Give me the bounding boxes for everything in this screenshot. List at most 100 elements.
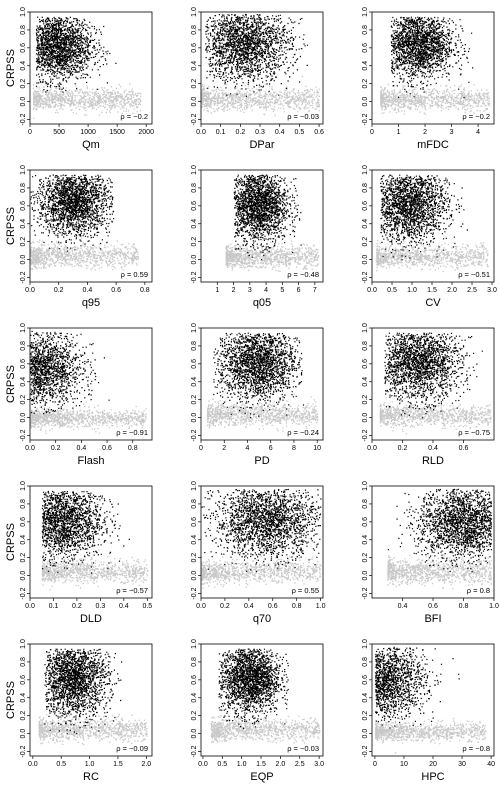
y-tick-label: -0.2 (20, 745, 27, 757)
x-tick-label: 0.4 (275, 129, 285, 136)
rho-annotation: ρ = 0.59 (121, 270, 148, 279)
rho-annotation: ρ = −0.2 (120, 112, 148, 121)
y-tick-label: 0.8 (20, 183, 27, 193)
gray-points (206, 393, 319, 432)
gray-points (374, 717, 487, 754)
y-tick-label: 0.0 (191, 255, 198, 265)
gray-points (387, 546, 493, 590)
y-tick-label: -0.2 (20, 113, 27, 125)
x-tick-label: 0.8 (128, 445, 138, 452)
x-tick-label: 30 (458, 761, 466, 768)
x-tick-label: 0.0 (25, 287, 35, 294)
y-tick-label: 1.0 (20, 481, 27, 491)
y-tick-label: 0.6 (191, 675, 198, 685)
y-tick-label: 0.6 (191, 359, 198, 369)
panel-hpc: 0 10 20 30 40 -0.2 0.0 0.2 0.4 0.6 0.8 1.0 HPC ρ = −0… (362, 639, 495, 783)
y-tick-label: -0.2 (191, 745, 198, 757)
panel-cv: 0.0 0.5 1.0 1.5 2.0 2.5 3.0 -0.2 0.0 0.2 0.4 0.6 0.8… (362, 165, 497, 309)
panel-mfdc: 0 1 2 3 4 -0.2 0.0 0.2 0.4 0.6 0.8 1.0 mFDC ρ = −0.2 (362, 7, 495, 151)
rho-annotation: ρ = −0.51 (458, 270, 490, 279)
y-tick-label: 0.4 (20, 693, 27, 703)
x-tick-label: 0 (370, 129, 374, 136)
x-tick-label: 500 (53, 129, 65, 136)
x-tick-label: 0.2 (398, 445, 408, 452)
y-tick-label: 0.6 (362, 517, 369, 527)
y-tick-label: 0.2 (20, 553, 27, 563)
y-tick-label: -0.2 (20, 271, 27, 283)
x-tick-label: 0.0 (367, 287, 377, 294)
y-tick-label: 0.6 (191, 43, 198, 53)
rho-annotation: ρ = −0.24 (287, 428, 319, 437)
gray-points (379, 395, 492, 435)
x-tick-label: 0.1 (49, 603, 59, 610)
x-tick-label: 1.0 (316, 603, 326, 610)
gray-points (30, 237, 139, 271)
rho-annotation: ρ = −0.2 (462, 112, 490, 121)
y-tick-label: 1.0 (362, 323, 369, 333)
y-tick-label: 0.8 (191, 183, 198, 193)
x-tick-label: 2.0 (141, 761, 151, 768)
y-tick-label: 0.2 (20, 711, 27, 721)
black-points (384, 332, 483, 419)
gray-points (41, 549, 149, 591)
y-tick-label: 0.6 (362, 675, 369, 685)
x-tick-label: 0 (199, 445, 203, 452)
x-tick-label: 6 (297, 287, 301, 294)
x-tick-label: 0 (373, 761, 377, 768)
x-tick-label: 5 (280, 287, 284, 294)
black-points (41, 490, 130, 574)
x-tick-label: 0.8 (140, 287, 150, 294)
gray-points (201, 75, 321, 116)
x-tick-label: 2000 (138, 129, 154, 136)
rho-annotation: ρ = −0.09 (116, 744, 148, 753)
y-tick-label: 1.0 (191, 481, 198, 491)
x-tick-label: 0.5 (387, 287, 397, 294)
y-tick-label: 0.2 (362, 553, 369, 563)
y-tick-label: 1.0 (20, 639, 27, 649)
y-tick-label: 1.0 (20, 7, 27, 17)
y-tick-label: 1.0 (20, 165, 27, 175)
rho-annotation: ρ = 0.55 (292, 586, 319, 595)
y-tick-label: 1.0 (362, 481, 369, 491)
y-tick-label: 0.4 (20, 535, 27, 545)
x-tick-label: 1.0 (237, 761, 247, 768)
y-tick-label: 1.0 (191, 639, 198, 649)
y-axis-label: CRPSS (5, 365, 17, 403)
x-tick-label: 0.2 (51, 445, 61, 452)
x-tick-label: 3.0 (487, 287, 497, 294)
x-tick-label: 3 (248, 287, 252, 294)
black-points (233, 174, 302, 261)
y-tick-label: 0.0 (362, 571, 369, 581)
x-tick-label: 4 (476, 129, 480, 136)
x-tick-label: 0.3 (96, 603, 106, 610)
rho-annotation: ρ = −0.03 (287, 112, 319, 121)
y-tick-label: 0.8 (191, 657, 198, 667)
x-tick-label: 2.5 (295, 761, 305, 768)
black-points (35, 16, 117, 93)
y-tick-label: 0.4 (20, 61, 27, 71)
black-points (213, 332, 305, 419)
y-tick-label: 0.4 (20, 377, 27, 387)
rho-annotation: ρ = 0.8 (467, 586, 490, 595)
x-tick-label: 0 (28, 129, 32, 136)
y-tick-label: 0.2 (362, 79, 369, 89)
gray-points (210, 712, 321, 744)
x-axis-label: q95 (82, 297, 100, 309)
y-tick-label: 0.2 (20, 237, 27, 247)
y-tick-label: -0.2 (362, 587, 369, 599)
x-tick-label: 0.5 (56, 761, 66, 768)
black-points (44, 648, 123, 735)
rho-annotation: ρ = −0.75 (458, 428, 490, 437)
y-tick-label: 0.8 (362, 657, 369, 667)
x-tick-label: 40 (487, 761, 495, 768)
x-tick-label: 0.2 (72, 603, 82, 610)
y-tick-label: 0.8 (20, 657, 27, 667)
panel-qm: 0 500 1000 1500 2000 -0.2 0.0 0.2 0.4 0.6 0.8 1.0 Qm… (5, 7, 154, 151)
x-axis-label: PD (254, 455, 269, 467)
panel-dld: 0.0 0.1 0.2 0.3 0.4 0.5 -0.2 0.0 0.2 0.4 0.6 0.8 1.0… (5, 481, 153, 625)
x-tick-label: 2.5 (467, 287, 477, 294)
y-tick-label: 0.2 (191, 553, 198, 563)
y-tick-label: 0.8 (362, 25, 369, 35)
y-tick-label: 0.6 (20, 43, 27, 53)
x-tick-label: 0.4 (83, 287, 93, 294)
